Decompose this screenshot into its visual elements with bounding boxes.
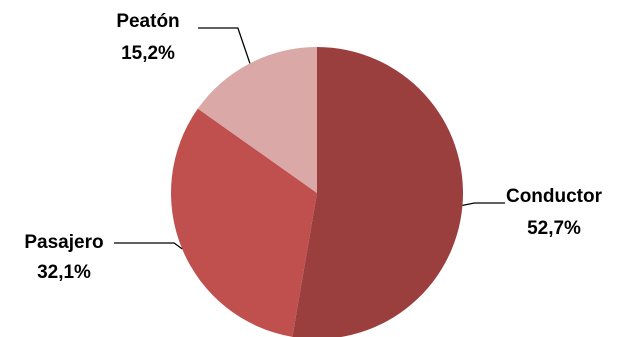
slice-value-pasajero: 32,1% (37, 262, 91, 283)
slice-label-conductor: Conductor (506, 186, 603, 207)
slice-labels: Conductor 52,7% Pasajero 32,1% Peatón 15… (24, 11, 602, 283)
pie-slice-peaton (197, 47, 317, 193)
leader-line-peaton (198, 27, 251, 64)
pie-slice-conductor (292, 47, 463, 337)
slice-value-conductor: 52,7% (527, 218, 581, 239)
leader-line-pasajero (114, 242, 183, 250)
pie-slices (171, 47, 463, 337)
slice-label-pasajero: Pasajero (24, 232, 103, 253)
leader-lines (114, 27, 505, 250)
pie-slice-pasajero (171, 108, 317, 337)
slice-value-peaton: 15,2% (121, 43, 175, 64)
leader-line-conductor (462, 202, 505, 207)
slice-label-peaton: Peatón (116, 11, 179, 32)
